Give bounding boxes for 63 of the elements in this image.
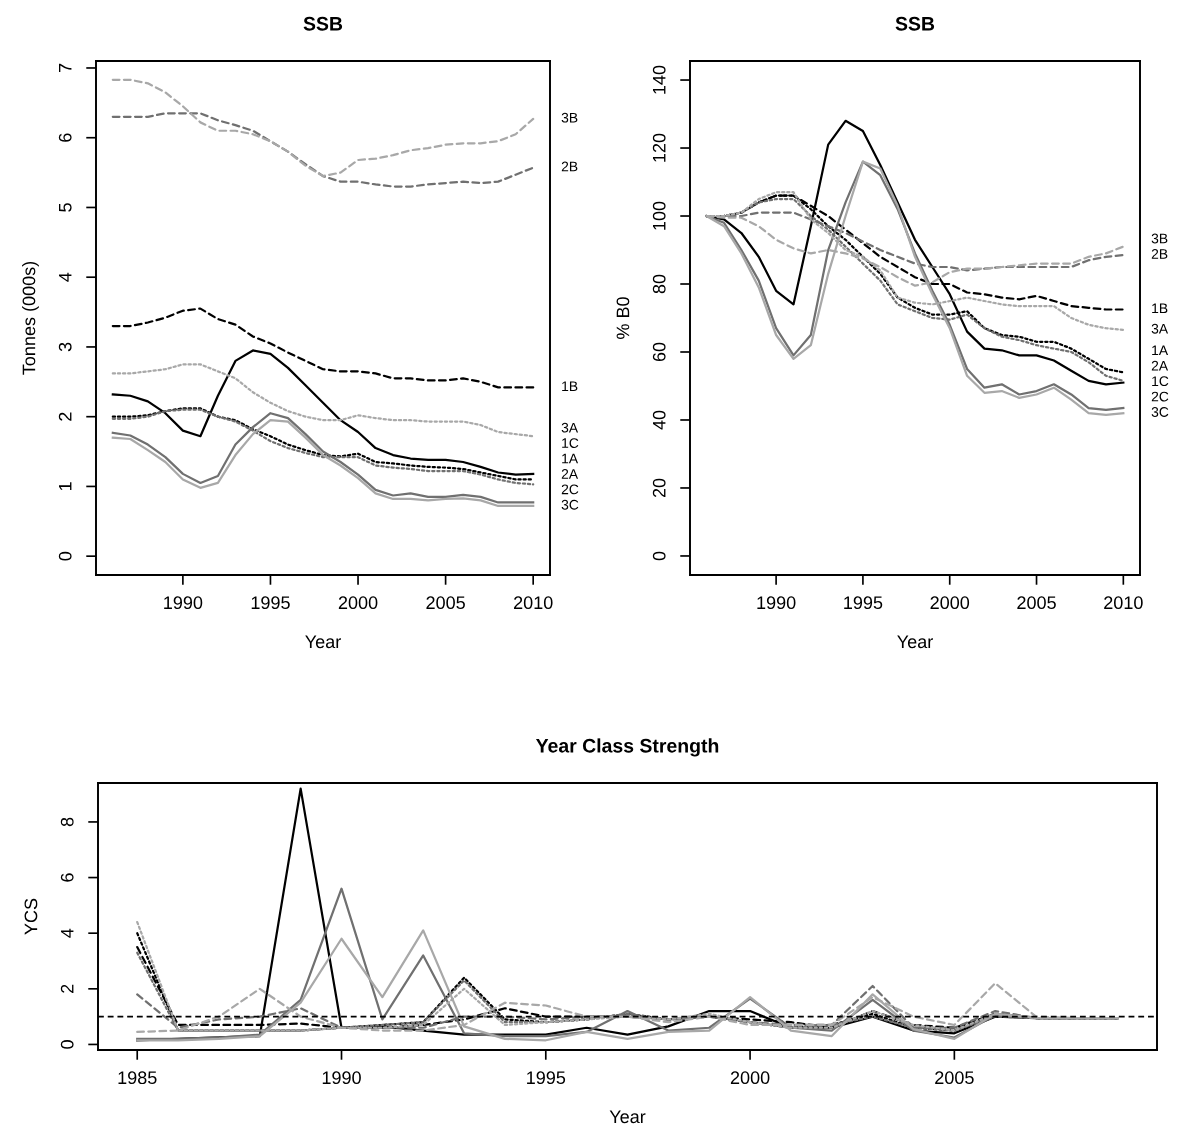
x-tick-label: 2005 — [1017, 596, 1056, 610]
y-tick-label: 0 — [60, 1040, 74, 1049]
chart-title: SSB — [895, 16, 935, 31]
y-tick-label: 100 — [652, 201, 666, 230]
x-axis-title: Year — [609, 1110, 646, 1124]
x-tick-label: 2000 — [730, 1071, 770, 1085]
y-tick-label: 0 — [58, 551, 72, 561]
text: 3C — [1151, 407, 1169, 417]
x-tick-label: 2000 — [338, 596, 378, 610]
text: 3C — [561, 499, 579, 510]
text: 1A — [1152, 345, 1169, 356]
x-tick-label: 1985 — [118, 1071, 157, 1085]
text: 3A — [1151, 323, 1169, 334]
text: 1C — [562, 438, 579, 448]
x-tick-label: 2005 — [935, 1071, 974, 1085]
chart-title: Year Class Strength — [535, 738, 719, 757]
x-tick-label: 2010 — [1104, 596, 1143, 610]
y-tick-label: 20 — [652, 478, 666, 498]
y-tick-label: 5 — [59, 203, 72, 212]
text: 2C — [1151, 391, 1169, 402]
y-axis-title: % B0 — [616, 297, 630, 339]
text: 1B — [562, 381, 578, 391]
y-tick-label: 7 — [59, 63, 72, 73]
text: 2B — [561, 161, 578, 172]
x-tick-label: 2000 — [930, 596, 970, 610]
y-tick-label: 80 — [652, 274, 666, 294]
y-tick-label: 6 — [60, 873, 74, 882]
text: 2A — [1151, 360, 1169, 371]
x-tick-label: 1995 — [251, 596, 290, 610]
x-axis-title: Year — [897, 635, 933, 649]
x-tick-label: 1995 — [527, 1071, 566, 1085]
x-tick-label: 1995 — [844, 596, 883, 610]
x-axis-title: Year — [305, 635, 341, 649]
y-tick-label: 8 — [60, 817, 74, 827]
x-tick-label: 2010 — [514, 596, 553, 610]
chart-title: SSB — [303, 16, 343, 31]
text: 1B — [1152, 303, 1168, 314]
y-tick-label: 140 — [652, 65, 666, 94]
y-tick-label: 3 — [58, 342, 72, 352]
text: 1C — [1152, 376, 1169, 387]
x-tick-label: 2005 — [426, 596, 465, 610]
y-tick-label: 2 — [60, 984, 74, 993]
y-tick-label: 120 — [652, 133, 666, 162]
y-axis-title: YCS — [24, 898, 38, 935]
x-tick-label: 1990 — [164, 596, 203, 610]
text: 2B — [1151, 249, 1168, 259]
text: 3B — [1151, 233, 1168, 244]
x-tick-label: 1990 — [322, 1071, 361, 1085]
text: 2C — [561, 484, 579, 495]
y-tick-label: 2 — [58, 412, 72, 421]
y-tick-label: 0 — [652, 551, 666, 561]
y-tick-label: 40 — [652, 410, 666, 430]
x-tick-label: 1990 — [757, 596, 796, 610]
y-axis-title: Tonnes (000s) — [22, 261, 39, 375]
y-tick-label: 1 — [59, 482, 72, 491]
text: 2A — [561, 469, 579, 479]
y-tick-label: 4 — [59, 272, 72, 282]
y-tick-label: 4 — [61, 928, 74, 938]
text: 1A — [562, 453, 579, 464]
text: 3A — [561, 422, 579, 433]
y-tick-label: 6 — [58, 133, 72, 142]
text: 3B — [561, 112, 578, 123]
y-tick-label: 60 — [652, 342, 666, 362]
